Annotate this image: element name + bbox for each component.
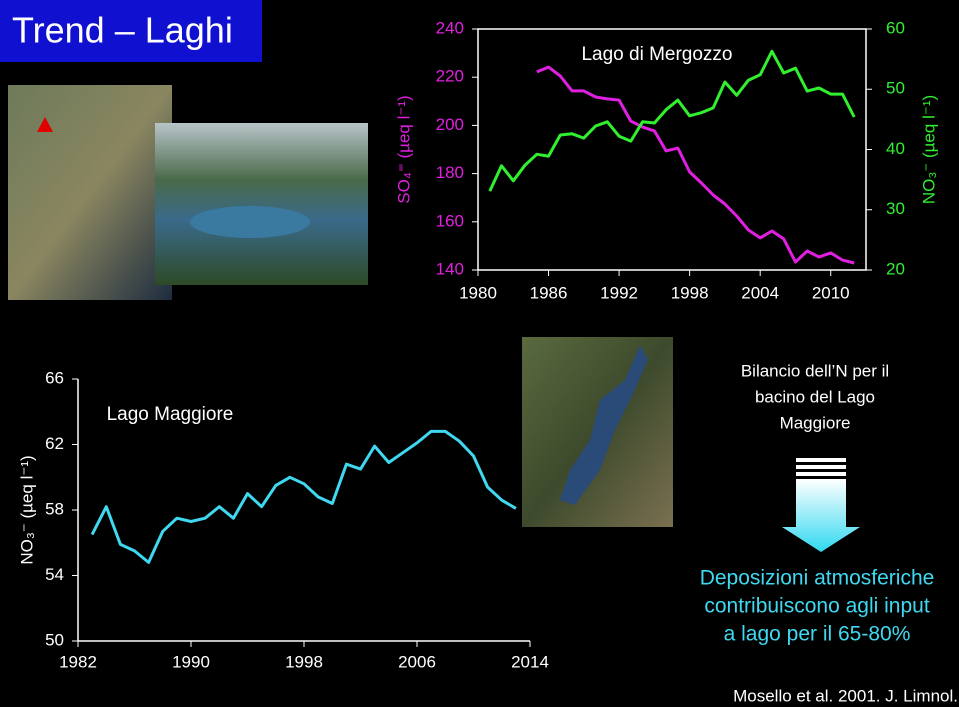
arrow xyxy=(782,479,860,552)
y-tick-label: 66 xyxy=(45,368,64,387)
x-tick-label: 1982 xyxy=(59,652,97,671)
note-line: a lago per il 65-80% xyxy=(724,623,911,646)
citation: Mosello et al. 2001. J. Limnol. xyxy=(733,686,958,705)
y-tick-label: 58 xyxy=(45,499,64,518)
series-line xyxy=(90,429,517,564)
annotation: Lago di Mergozzo xyxy=(581,44,732,65)
x-tick-label: 2014 xyxy=(511,652,549,671)
y-tick-label: 50 xyxy=(45,630,64,649)
y2-tick-label: 40 xyxy=(886,139,905,158)
y-tick-label: 160 xyxy=(436,211,464,230)
title-box xyxy=(0,0,262,62)
y-tick-label: 62 xyxy=(45,434,64,453)
lake-shape xyxy=(560,345,648,505)
slide-title: Trend – Laghi xyxy=(12,10,233,51)
note-line: Bilancio dell’N per il xyxy=(741,361,889,380)
lake-shape xyxy=(190,206,310,238)
y-axis-label: NO₃⁻ (µeq l⁻¹) xyxy=(17,455,36,564)
x-tick-label: 2004 xyxy=(741,283,779,302)
arrow-stripe xyxy=(796,458,846,462)
y-tick-label: 180 xyxy=(436,163,464,182)
location-marker xyxy=(37,117,53,132)
y-tick-label: 200 xyxy=(436,115,464,134)
note-line: bacino del Lago xyxy=(755,387,875,406)
y2-tick-label: 50 xyxy=(886,79,905,98)
series-line xyxy=(488,49,856,192)
y2-tick-label: 20 xyxy=(886,259,905,278)
x-tick-label: 1986 xyxy=(530,283,568,302)
arrow-stripe xyxy=(796,465,846,469)
series-line xyxy=(536,65,855,265)
x-tick-label: 1998 xyxy=(671,283,709,302)
y-tick-label: 240 xyxy=(436,18,464,37)
x-tick-label: 1992 xyxy=(600,283,638,302)
y-tick-label: 140 xyxy=(436,259,464,278)
y-axis-label: SO₄⁼ (µeq l⁻¹) xyxy=(394,95,413,203)
arrow-stripe xyxy=(796,472,846,476)
map-image xyxy=(8,85,172,300)
lake-photo xyxy=(155,123,368,285)
annotation: Lago Maggiore xyxy=(107,404,234,425)
x-tick-label: 2010 xyxy=(812,283,850,302)
y2-tick-label: 60 xyxy=(886,18,905,37)
note-line: Deposizioni atmosferiche xyxy=(700,567,935,590)
x-tick-label: 2006 xyxy=(398,652,436,671)
x-tick-label: 1980 xyxy=(459,283,497,302)
y2-axis-label: NO₃⁻ (µeq l⁻¹) xyxy=(919,95,938,204)
y-tick-label: 54 xyxy=(45,565,64,584)
y2-tick-label: 30 xyxy=(886,199,905,218)
note-line: Maggiore xyxy=(780,413,851,432)
x-tick-label: 1990 xyxy=(172,652,210,671)
y-tick-label: 220 xyxy=(436,67,464,86)
x-tick-label: 1998 xyxy=(285,652,323,671)
note-line: contribuiscono agli input xyxy=(704,595,929,618)
